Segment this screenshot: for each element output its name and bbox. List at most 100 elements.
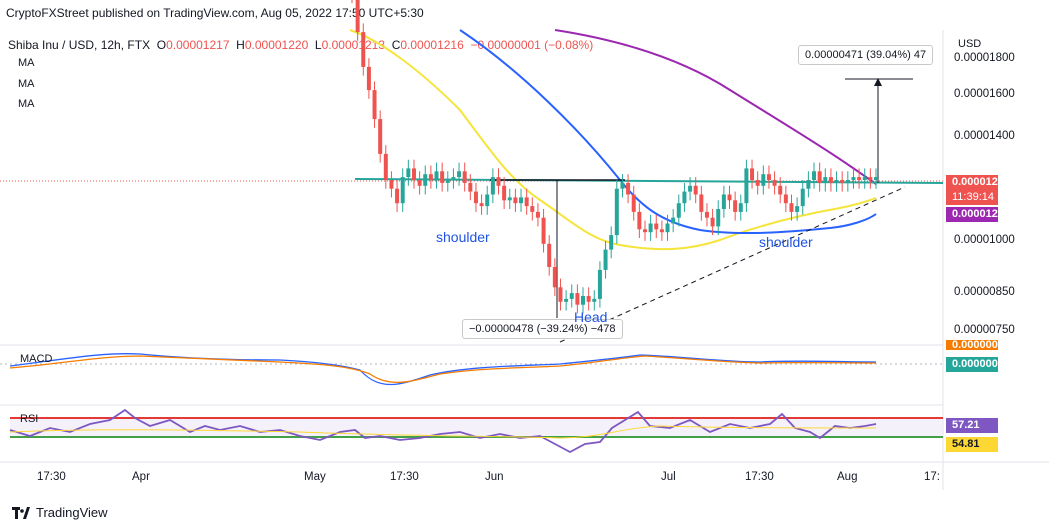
candle-body bbox=[411, 168, 416, 180]
macd-hist-badge: 0.00000001 bbox=[946, 357, 1010, 372]
candle-body bbox=[620, 182, 625, 189]
rsi-ma-line bbox=[9, 425, 877, 439]
candle-body bbox=[874, 177, 878, 180]
candle-body bbox=[485, 194, 490, 207]
high-label: H bbox=[236, 38, 245, 52]
macd-line bbox=[9, 353, 877, 386]
candle-body bbox=[642, 229, 647, 233]
ma-fast-line bbox=[349, 29, 877, 251]
price-tick-3: 0.00001400 bbox=[954, 130, 1015, 142]
head-measure-label[interactable]: −0.00000478 (−39.24%) −478 bbox=[462, 319, 623, 339]
candle-body bbox=[721, 194, 726, 209]
candle-body bbox=[676, 203, 681, 218]
time-tick-9: 17: bbox=[924, 471, 940, 483]
change-value: −0.00000001 (−0.08%) bbox=[470, 38, 594, 52]
high-value: 0.00001220 bbox=[244, 38, 309, 52]
macd-signal-badge: 0.00000016 bbox=[946, 340, 998, 350]
head-label: Head bbox=[574, 309, 608, 325]
price-tick-1: 0.00001800 bbox=[954, 52, 1015, 64]
candle-body bbox=[406, 168, 411, 178]
indicator-ma-1[interactable]: MA bbox=[18, 57, 35, 69]
candle-body bbox=[490, 177, 495, 195]
candle-body bbox=[733, 200, 738, 212]
candle-body bbox=[637, 211, 642, 230]
candle-body bbox=[524, 197, 529, 207]
candle-body bbox=[389, 180, 394, 189]
candle-body bbox=[575, 293, 580, 305]
candle-body bbox=[682, 191, 687, 204]
ascending-trendline bbox=[559, 186, 906, 343]
symbol-ohlc-line: Shiba Inu / USD, 12h, FTX O0.00001217 H0… bbox=[8, 38, 593, 52]
candle-body bbox=[800, 188, 805, 207]
candle-body bbox=[530, 206, 535, 212]
candle-body bbox=[659, 229, 664, 233]
candle-body bbox=[502, 185, 507, 201]
candle-body bbox=[586, 296, 591, 302]
candle-body bbox=[671, 217, 676, 224]
symbol-name[interactable]: Shiba Inu / USD, 12h, FTX bbox=[8, 38, 151, 52]
time-tick-8: Aug bbox=[837, 471, 858, 483]
price-tick-2: 0.00001600 bbox=[954, 88, 1015, 100]
candle-body bbox=[772, 180, 777, 186]
macd-pane-label[interactable]: MACD bbox=[20, 353, 53, 365]
open-value: 0.00001217 bbox=[166, 38, 230, 52]
candle-body bbox=[654, 223, 659, 230]
candle-body bbox=[845, 180, 850, 183]
candle-body bbox=[547, 243, 552, 267]
time-tick-4: 17:30 bbox=[390, 471, 419, 483]
rsi-ma-badge: 54.81 bbox=[946, 437, 998, 452]
candle-body bbox=[704, 211, 709, 218]
close-value: 0.00001216 bbox=[400, 38, 464, 52]
rsi-line bbox=[9, 408, 877, 454]
time-tick-7: 17:30 bbox=[745, 471, 774, 483]
price-tick-5: 0.00000850 bbox=[954, 286, 1015, 298]
candle-body bbox=[744, 168, 749, 204]
candle-body bbox=[727, 194, 732, 201]
candle-body bbox=[631, 194, 636, 212]
candle-body bbox=[688, 185, 693, 192]
candle-body bbox=[862, 177, 867, 180]
rsi-value-badge: 57.21 bbox=[946, 418, 998, 433]
candle-body bbox=[665, 223, 670, 233]
candle-body bbox=[609, 235, 614, 250]
candlestick-series bbox=[351, 0, 878, 314]
candle-body bbox=[851, 177, 856, 180]
candle-body bbox=[699, 194, 704, 212]
footer-brand[interactable]: TradingView bbox=[12, 505, 108, 520]
candle-body bbox=[569, 293, 574, 299]
candle-body bbox=[552, 267, 557, 288]
shoulder-right-label: shoulder bbox=[759, 234, 813, 250]
tradingview-logo-icon bbox=[12, 506, 30, 519]
candle-body bbox=[614, 188, 619, 236]
candle-body bbox=[451, 177, 456, 180]
candle-body bbox=[823, 177, 828, 183]
candle-body bbox=[603, 249, 608, 270]
candle-body bbox=[693, 185, 698, 195]
candle-body bbox=[473, 191, 478, 204]
candle-body bbox=[479, 203, 484, 207]
publisher-line: CryptoFXStreet published on TradingView.… bbox=[6, 6, 424, 20]
candle-body bbox=[366, 66, 371, 91]
rsi-pane-label[interactable]: RSI bbox=[20, 413, 39, 425]
time-tick-1: 17:30 bbox=[37, 471, 66, 483]
candle-body bbox=[812, 171, 817, 180]
indicator-ma-2[interactable]: MA bbox=[18, 78, 35, 90]
price-tick-6: 0.00000750 bbox=[954, 324, 1015, 336]
target-measure-label[interactable]: 0.00000471 (39.04%) 47 bbox=[798, 45, 934, 65]
candle-body bbox=[395, 188, 400, 204]
countdown-value: 11:39:14 bbox=[952, 191, 995, 203]
candle-body bbox=[840, 180, 845, 183]
shoulder-left-label: shoulder bbox=[436, 229, 490, 245]
last-price-value: 0.00001216 bbox=[952, 176, 1011, 188]
candle-body bbox=[597, 269, 602, 299]
candle-body bbox=[857, 177, 862, 180]
candle-body bbox=[783, 194, 788, 204]
candle-body bbox=[361, 32, 366, 67]
candle-body bbox=[457, 171, 462, 178]
candle-body bbox=[496, 177, 501, 186]
currency-label[interactable]: USD bbox=[958, 38, 982, 50]
indicator-ma-3[interactable]: MA bbox=[18, 98, 35, 110]
time-tick-5: Jun bbox=[485, 471, 504, 483]
candle-body bbox=[535, 211, 540, 218]
